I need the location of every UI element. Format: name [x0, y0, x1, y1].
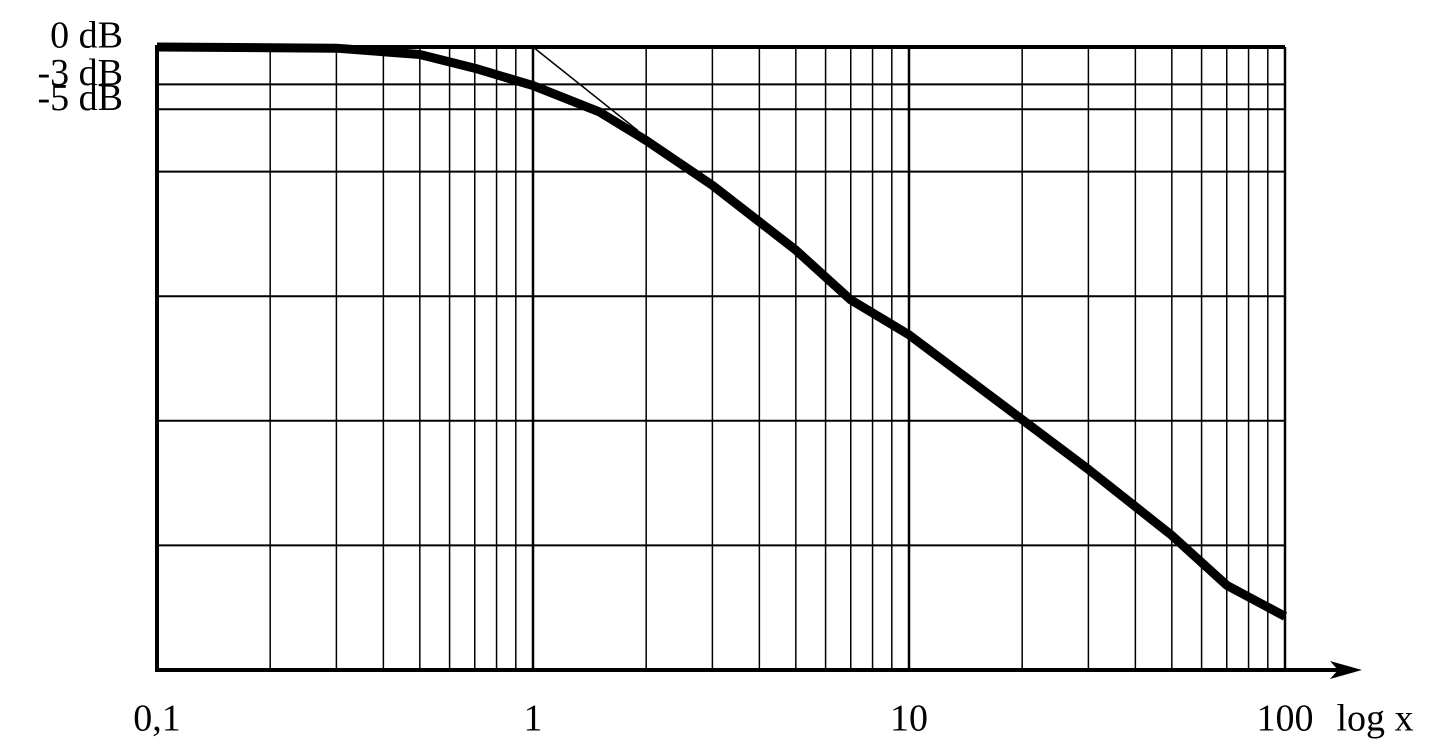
x-tick-label: 100 [1257, 698, 1314, 740]
y-tick-label: -5 dB [38, 77, 124, 119]
line [156, 42, 1288, 621]
x-axis-label: log x [1336, 698, 1413, 740]
line [532, 46, 639, 132]
x-tick-label: 10 [890, 698, 928, 740]
y-tick-label: -3 dB [38, 52, 124, 94]
x-tick-label: 0,1 [133, 698, 181, 740]
x-axis-arrow [1330, 661, 1362, 679]
y-tick-label: 0 dB [50, 15, 123, 57]
x-tick-label: 1 [524, 698, 543, 740]
